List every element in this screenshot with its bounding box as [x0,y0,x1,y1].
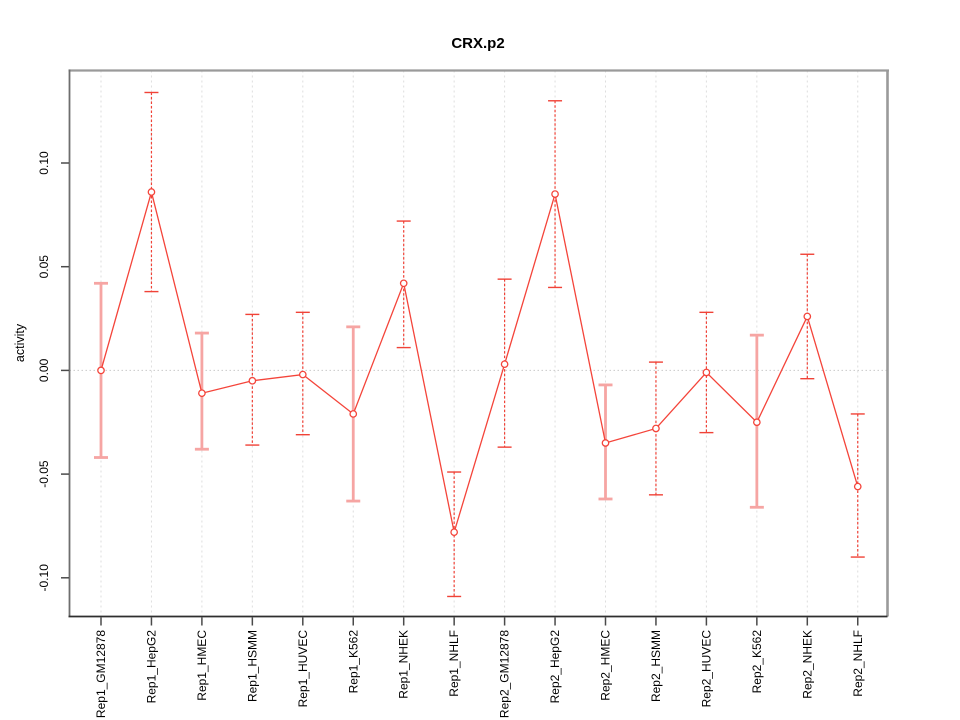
data-point-marker [652,424,660,433]
x-tick-label: Rep2_GM12878 [498,630,512,718]
x-tick-label: Rep1_GM12878 [94,630,108,718]
data-point-marker [752,418,761,427]
y-tick-label: 0.00 [37,358,51,382]
data-point-marker [97,366,105,375]
x-tick-label: Rep2_HSMM [649,630,663,702]
x-tick-label: Rep2_K562 [750,630,764,694]
data-point-marker [500,360,509,369]
data-point-marker [450,528,458,537]
x-tick-label: Rep2_HMEC [599,630,613,701]
data-point-marker [702,368,711,377]
data-point-marker [248,376,257,385]
data-point-marker [198,389,206,398]
y-tick-label: -0.10 [37,564,51,592]
plot-area: 0.10 0.05 0.00 -0.05 -0.10 Rep1_GM12878 Rep1_H… [37,69,889,718]
x-tick-label: Rep1_NHEK [397,630,411,699]
x-tick-label: Rep1_HepG2 [144,630,158,704]
x-tick-label: Rep2_HepG2 [548,630,562,704]
data-point-marker [349,410,358,418]
x-tick-label: Rep1_HMEC [195,630,209,701]
y-tick-label: -0.05 [37,460,51,488]
x-tick-label: Rep1_HSMM [245,630,259,702]
series-line [100,189,859,533]
data-point-marker [399,279,408,288]
data-point-marker [803,312,812,321]
y-axis-label: activity [13,323,27,362]
x-tick-label: Rep2_NHEK [800,630,814,699]
data-point-marker [601,439,610,447]
data-point-marker [298,370,307,379]
x-tick-label: Rep1_NHLF [447,630,461,697]
x-tick-label: Rep1_K562 [346,630,360,694]
data-point-marker [853,482,862,491]
data-point-marker [147,188,156,196]
data-point-marker [551,190,559,198]
y-tick-label: 0.05 [37,255,51,279]
x-tick-label: Rep1_HUVEC [296,630,310,708]
y-tick-label: 0.10 [37,151,51,175]
chart-title: CRX.p2 [451,35,504,52]
x-tick-label: Rep2_HUVEC [699,630,713,708]
x-tick-label: Rep2_NHLF [851,630,865,697]
